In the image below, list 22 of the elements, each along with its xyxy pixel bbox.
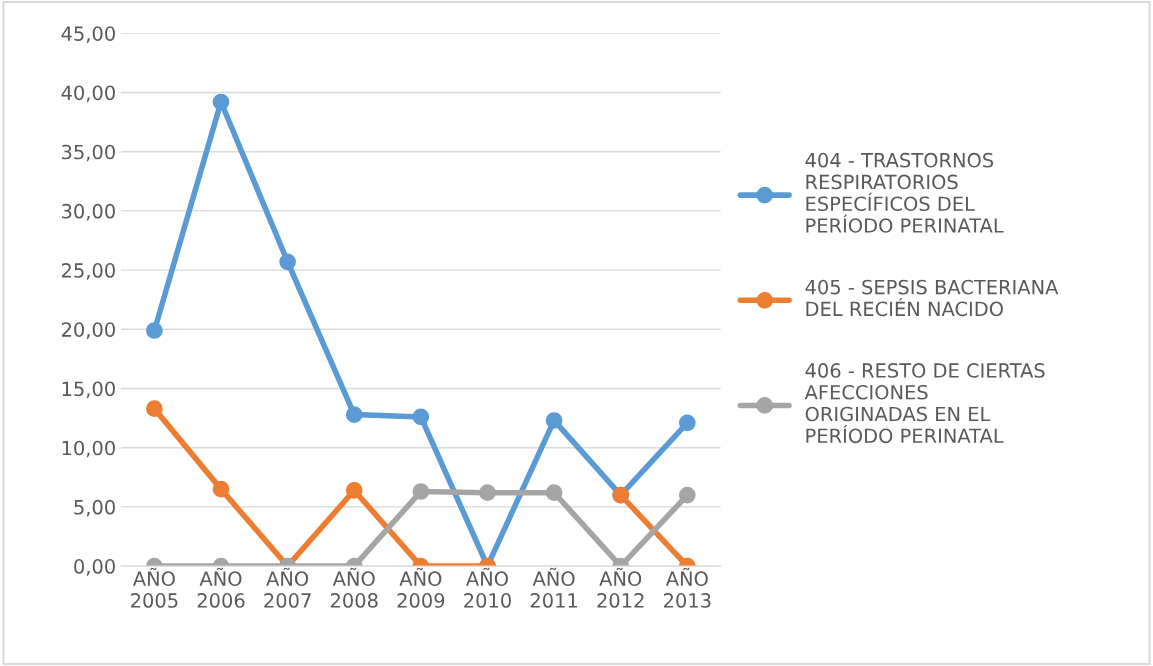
y-tick-label: 25,00 xyxy=(61,263,115,280)
x-tick-label: AÑO 2009 xyxy=(397,567,445,608)
y-tick-label: 10,00 xyxy=(62,440,115,458)
y-tick-label: 45,00 xyxy=(61,26,115,43)
x-tick-label: AÑO 2007 xyxy=(264,567,311,608)
y-tick-label: 35,00 xyxy=(62,144,115,162)
x-tick-label: AÑO 2012 xyxy=(597,567,644,608)
y-tick-label: 30,00 xyxy=(62,203,115,221)
y-tick-label: 0,00 xyxy=(74,559,115,576)
legend-label: 404 - TRASTORNOS RESPIRATORIOS ESPECÍFICOS DEL PERÍODO PERINATAL xyxy=(805,152,1004,233)
y-tick-label: 40,00 xyxy=(61,85,115,103)
y-tick-label: 5,00 xyxy=(74,499,115,517)
x-tick-label: AÑO 2011 xyxy=(530,567,578,608)
legend-label: 406 - RESTO DE CIERTAS AFECCIONES ORIGINADAS EN EL PERÍODO PERINATAL xyxy=(804,363,1045,444)
x-tick-label: AÑO 2006 xyxy=(197,567,245,608)
x-tick-label: AÑO 2008 xyxy=(330,567,378,608)
y-tick-label: 15,00 xyxy=(62,381,115,399)
x-tick-label: AÑO 2013 xyxy=(664,567,711,608)
x-tick-label: AÑO 2005 xyxy=(131,567,178,608)
legend-label: 405 - SEPSIS BACTERIANA DEL RECIÉN NACIDO xyxy=(805,279,1059,317)
x-tick-label: AÑO 2010 xyxy=(464,567,511,608)
y-tick-label: 20,00 xyxy=(61,322,115,339)
